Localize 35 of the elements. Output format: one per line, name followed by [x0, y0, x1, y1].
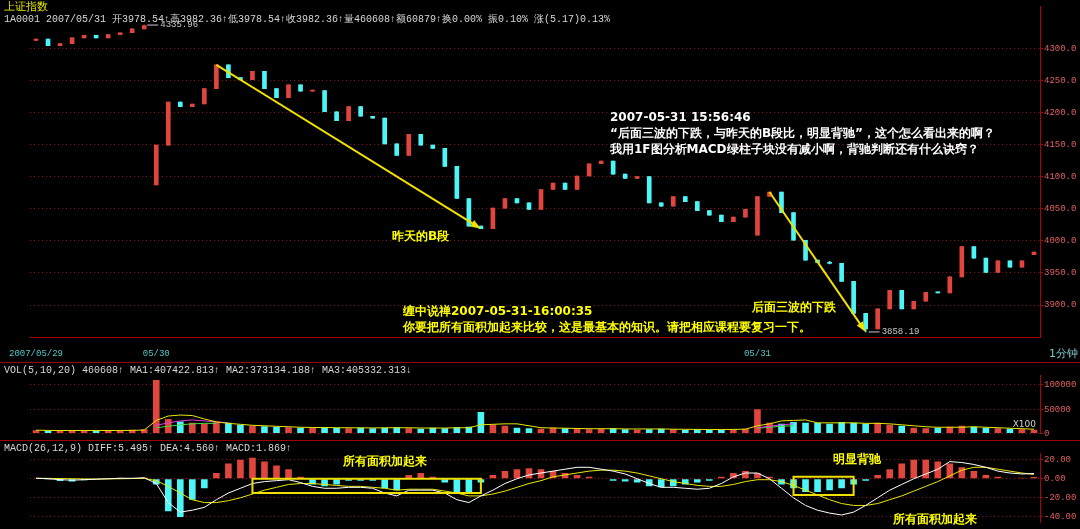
annotation: 3858.19: [881, 327, 920, 338]
y-tick-label: 50000: [1044, 404, 1072, 415]
chart-title: 上证指数: [4, 0, 48, 14]
y-tick-label: 20.00: [1044, 455, 1072, 466]
y-tick-label: 4000.0: [1044, 236, 1077, 247]
x-tick-label: 2007/05/29: [9, 348, 64, 359]
annotation: 2007-05-31 15:56:46: [610, 110, 751, 125]
x-tick-label: 05/30: [142, 348, 170, 359]
y-tick-label: -20.00: [1044, 493, 1077, 504]
y-tick-label: 0: [1044, 428, 1050, 439]
y-tick-label: 3900.0: [1044, 300, 1077, 311]
annotation: 所有面积加起来: [892, 512, 977, 527]
y-tick-label: 4250.0: [1044, 75, 1077, 86]
y-tick-label: 4200.0: [1044, 107, 1077, 118]
y-tick-label: -40.00: [1044, 512, 1077, 523]
y-tick-label: 4100.0: [1044, 172, 1077, 183]
text: 1分钟: [1049, 346, 1078, 360]
chart-subtitle: VOL(5,10,20) 460608↑ MA1:407422.813↑ MA2:373134.188↑ MA3:405332.313↓: [4, 364, 413, 376]
y-tick-label: 3950.0: [1044, 268, 1077, 279]
x-tick-label: 05/31: [743, 348, 771, 359]
y-tick-label: 0.00: [1044, 474, 1066, 485]
y-tick-label: 4300.0: [1044, 43, 1077, 54]
annotation: 缠中说禅2007-05-31-16:00:35: [402, 304, 593, 319]
annotation: 所有面积加起来: [342, 454, 427, 469]
chart-subtitle: MACD(26,12,9) DIFF:5.495↑ DEA:4.560↑ MACD:1.869↑: [4, 442, 293, 454]
annotation: 后面三波的下跌: [751, 300, 837, 315]
annotation: X100: [1012, 419, 1037, 430]
annotation: 我用1F图分析MACD绿柱子块没有减小啊，背驰判断还有什么诀窍？: [609, 142, 979, 157]
annotation: “后面三波的下跌，与昨天的B段比，明显背驰”，这个怎么看出来的啊？: [610, 126, 995, 141]
y-tick-label: 100000: [1044, 380, 1077, 391]
annotation: 明显背驰: [833, 452, 882, 467]
annotation: 你要把所有面积加起来比较，这是最基本的知识。请把相应课程要复习一下。: [402, 320, 811, 335]
y-tick-label: 4050.0: [1044, 204, 1077, 215]
annotation: 昨天的B段: [392, 229, 451, 244]
y-tick-label: 4150.0: [1044, 139, 1077, 150]
